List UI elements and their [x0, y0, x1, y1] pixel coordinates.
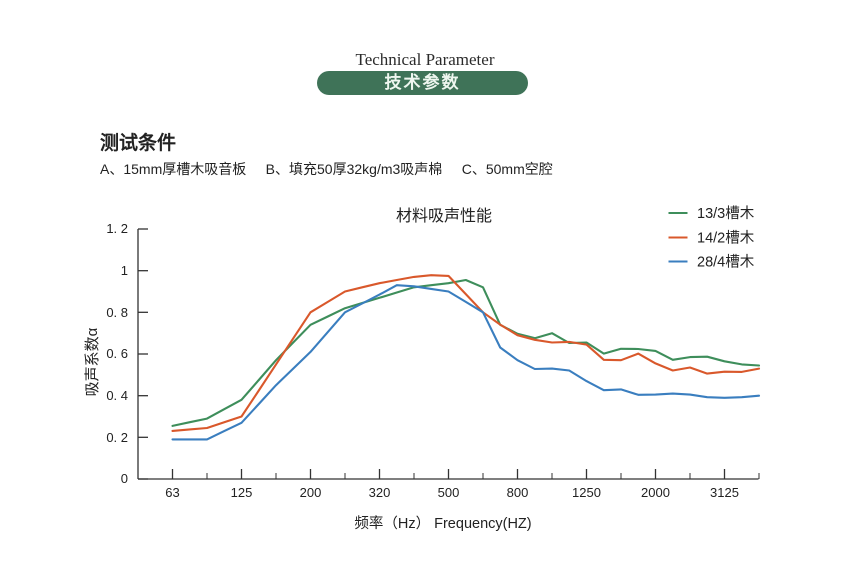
svg-text:0. 2: 0. 2	[106, 430, 128, 445]
svg-text:1250: 1250	[572, 485, 601, 500]
svg-text:320: 320	[369, 485, 391, 500]
svg-text:材料吸声性能: 材料吸声性能	[396, 207, 492, 225]
svg-text:63: 63	[165, 485, 179, 500]
svg-text:125: 125	[231, 485, 253, 500]
svg-text:0. 4: 0. 4	[106, 388, 128, 403]
svg-text:1: 1	[121, 263, 128, 278]
svg-text:0: 0	[121, 471, 128, 486]
svg-text:频率（Hz） Frequency(HZ): 频率（Hz） Frequency(HZ)	[354, 515, 531, 532]
svg-text:200: 200	[300, 485, 322, 500]
svg-text:吸声系数α: 吸声系数α	[83, 327, 101, 396]
svg-text:500: 500	[438, 485, 460, 500]
svg-text:28/4槽木: 28/4槽木	[697, 254, 755, 271]
svg-text:2000: 2000	[641, 485, 670, 500]
svg-text:800: 800	[507, 485, 529, 500]
svg-text:14/2槽木: 14/2槽木	[697, 230, 755, 247]
svg-text:0. 6: 0. 6	[106, 346, 128, 361]
svg-text:0. 8: 0. 8	[106, 305, 128, 320]
svg-text:3125: 3125	[710, 485, 739, 500]
svg-text:1. 2: 1. 2	[106, 221, 128, 236]
svg-text:13/3槽木: 13/3槽木	[697, 205, 755, 222]
